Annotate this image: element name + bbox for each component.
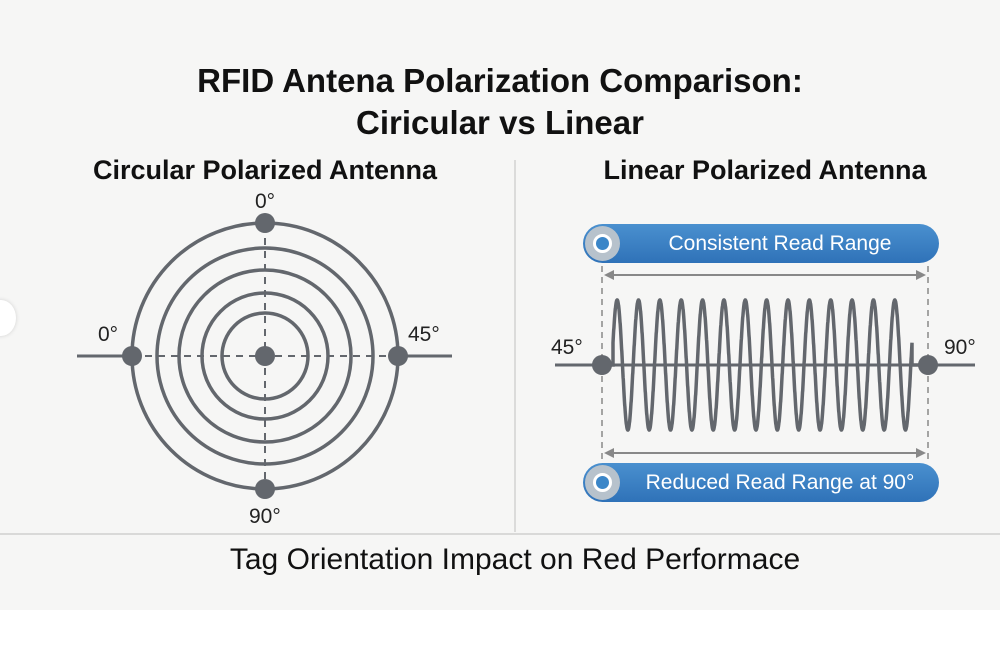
marker-dot (255, 213, 275, 233)
linear-heading: Linear Polarized Antenna (603, 155, 927, 185)
radio-circle-icon (585, 226, 620, 261)
circ-label-top: 0° (255, 190, 276, 213)
polarization-ring (177, 268, 353, 444)
title-line-1: RFID Antena Polarization Comparison: (197, 62, 803, 99)
pill-label: Consistent Read Range (668, 232, 892, 255)
edge-handle (0, 300, 16, 336)
marker-dot (122, 346, 142, 366)
circ-label-bottom: 90° (249, 505, 281, 528)
marker-dot (918, 355, 938, 375)
arrow-head (604, 448, 614, 458)
footer-caption: Tag Orientation Impact on Red Performace (229, 543, 801, 576)
lin-label-left: 45° (551, 336, 583, 359)
pill-label: Reduced Read Range at 90° (645, 471, 915, 494)
circular-pattern (77, 213, 452, 499)
marker-dot (255, 479, 275, 499)
marker-dot (388, 346, 408, 366)
linear-wave (602, 298, 928, 432)
circular-heading: Circular Polarized Antenna (92, 155, 438, 185)
radio-circle-icon (585, 465, 620, 500)
arrow-head (916, 270, 926, 280)
linear-pattern (555, 266, 975, 462)
marker-dot (592, 355, 612, 375)
circ-label-right: 45° (408, 323, 440, 346)
polarization-ring (220, 311, 310, 401)
reduced-range-pill: Reduced Read Range at 90° (583, 463, 939, 502)
polarization-ring (155, 246, 375, 466)
circ-label-left: 0° (98, 323, 119, 346)
title-line-2: Ciricular vs Linear (356, 104, 644, 141)
arrow-head (604, 270, 614, 280)
arrow-head (916, 448, 926, 458)
polarization-ring (200, 291, 330, 421)
lin-label-right: 90° (944, 336, 976, 359)
marker-dot (255, 346, 275, 366)
consistent-range-pill: Consistent Read Range (583, 224, 939, 263)
